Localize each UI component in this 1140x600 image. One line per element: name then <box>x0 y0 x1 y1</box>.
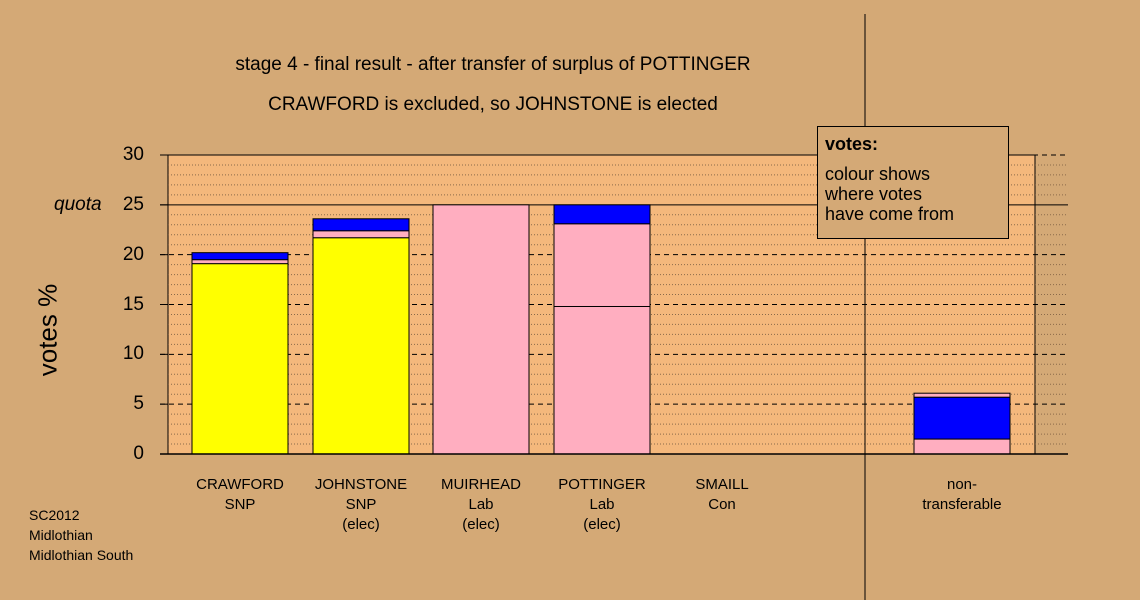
category-label-line: (elec) <box>583 516 621 533</box>
category-label-line: Con <box>708 496 736 513</box>
legend-line: where votes <box>825 184 923 204</box>
source-line: Midlothian South <box>29 547 134 563</box>
category-label: SMAILL Con <box>662 475 782 515</box>
bar-segment <box>312 237 410 455</box>
y-tick-label: 20 <box>122 243 144 265</box>
source-line: SC2012 <box>29 507 80 523</box>
category-label-line: Lab <box>468 496 494 513</box>
bar-segment <box>913 392 1011 398</box>
y-tick-label: 25 <box>122 193 144 215</box>
y-tick-label: 5 <box>133 393 144 415</box>
source-line: Midlothian <box>29 527 93 543</box>
y-tick-label: 30 <box>122 144 144 165</box>
quota-label: quota <box>54 194 102 215</box>
category-label-line: non- <box>946 476 978 493</box>
bar-segment <box>553 204 651 225</box>
category-label: CRAWFORD SNP <box>180 475 300 515</box>
category-label-line: Lab <box>589 496 615 513</box>
bar-segment <box>913 438 1011 455</box>
category-label-line: CRAWFORD <box>196 476 284 493</box>
source-info: SC2012 Midlothian Midlothian South <box>29 505 133 565</box>
category-label-line: POTTINGER <box>558 476 646 493</box>
category-label-line: (elec) <box>342 516 380 533</box>
category-label-line: MUIRHEAD <box>440 476 521 493</box>
bar-segment <box>312 230 410 239</box>
bar-segment <box>191 252 289 261</box>
bar-segment <box>913 396 1011 440</box>
category-label-line: SNP <box>224 496 256 513</box>
category-label-line: (elec) <box>462 516 500 533</box>
legend: votes: colour shows where votes have com… <box>817 126 1009 239</box>
bar-segment <box>191 263 289 455</box>
bar-segment <box>553 305 651 455</box>
legend-line: colour shows <box>825 164 931 184</box>
chart-title: stage 4 - final result - after transfer … <box>235 54 751 75</box>
bar-segment <box>553 223 651 307</box>
category-label: JOHNSTONE SNP (elec) <box>301 475 421 535</box>
category-label-line: transferable <box>922 496 1002 513</box>
bar-segment <box>312 218 410 232</box>
legend-title: votes: <box>825 134 879 154</box>
bar-segment <box>191 259 289 265</box>
category-label: non-transferable <box>902 475 1022 515</box>
y-tick-label: 15 <box>122 293 144 315</box>
bar-segment <box>432 204 530 455</box>
y-axis-label: votes % <box>32 283 63 377</box>
category-label-line: SNP <box>345 496 377 513</box>
category-label: POTTINGER Lab (elec) <box>542 475 662 535</box>
category-label: MUIRHEAD Lab (elec) <box>421 475 541 535</box>
y-tick-label: 10 <box>122 343 144 365</box>
chart-subtitle: CRAWFORD is excluded, so JOHNSTONE is el… <box>268 94 718 115</box>
category-label-line: SMAILL <box>695 476 749 493</box>
legend-line: have come from <box>825 204 955 224</box>
y-tick-label: 0 <box>133 443 144 464</box>
category-label-line: JOHNSTONE <box>314 476 408 493</box>
